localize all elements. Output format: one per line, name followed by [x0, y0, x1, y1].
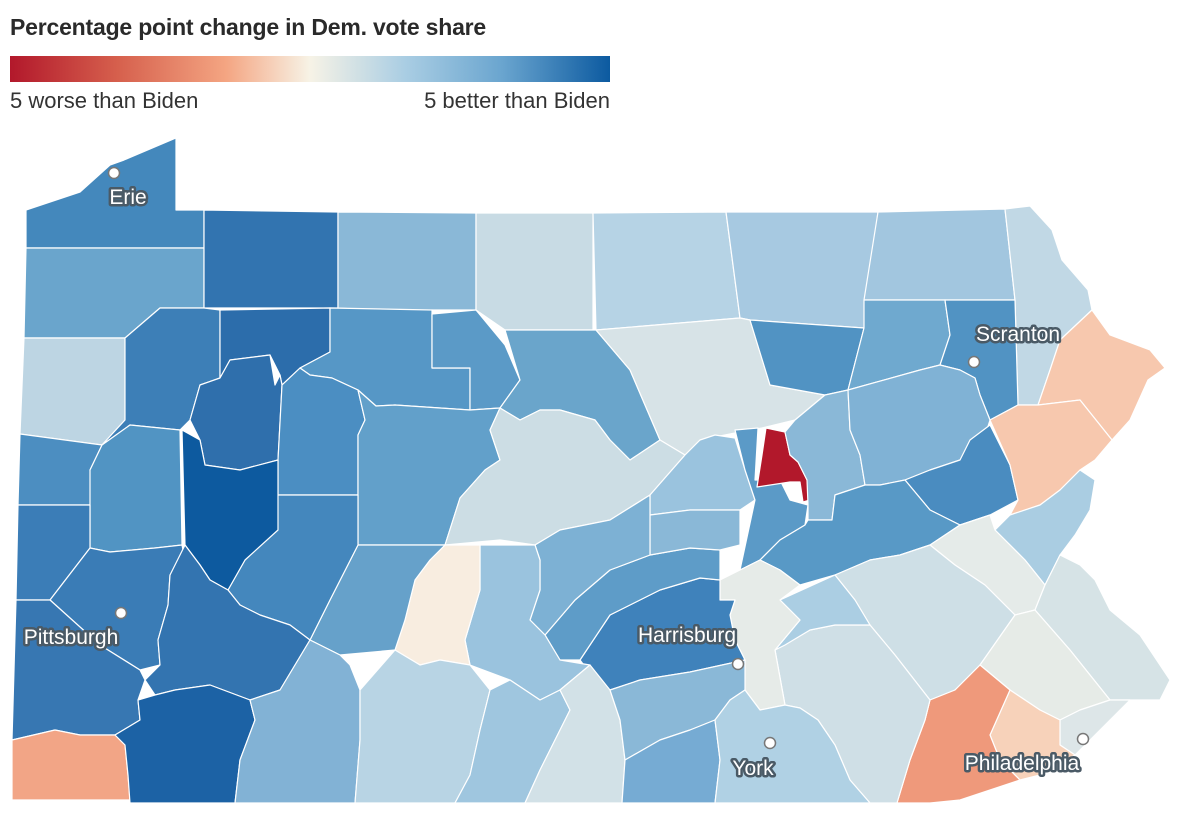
city-marker-icon	[1076, 732, 1090, 746]
city-marker-icon	[731, 657, 745, 671]
county-snyder[interactable]	[649, 509, 741, 556]
city-label: Harrisburg	[638, 624, 736, 647]
city-layer: Erie Scranton Pittsburgh Harrisburg York Phil…	[21, 166, 1090, 783]
county-susquehanna[interactable]	[863, 208, 1016, 301]
city-marker-icon	[967, 355, 981, 369]
county-york[interactable]	[714, 689, 871, 804]
county-pike[interactable]	[1037, 309, 1166, 441]
city-label: Pittsburgh	[24, 626, 119, 649]
chart-title: Percentage point change in Dem. vote sha…	[10, 14, 487, 40]
city-label: York	[732, 757, 774, 780]
county-schuylkill[interactable]	[759, 479, 961, 586]
county-butler[interactable]	[89, 424, 183, 553]
county-tioga[interactable]	[592, 211, 741, 331]
county-jefferson[interactable]	[277, 367, 366, 496]
city-marker-icon	[114, 606, 128, 620]
city-label: Philadelphia	[965, 752, 1080, 775]
county-layer	[11, 137, 1171, 804]
county-warren[interactable]	[203, 209, 339, 309]
county-greene[interactable]	[11, 729, 131, 801]
city-marker-icon	[107, 166, 121, 180]
city-label: Erie	[109, 186, 146, 209]
city-marker-icon	[763, 736, 777, 750]
legend-max-label: 5 better than Biden	[424, 88, 610, 113]
county-mercer[interactable]	[19, 337, 126, 446]
legend-min-label: 5 worse than Biden	[10, 88, 199, 113]
county-mckean[interactable]	[337, 211, 477, 315]
county-bradford[interactable]	[725, 211, 879, 329]
city-label: Scranton	[976, 323, 1060, 346]
color-scale-legend	[10, 56, 610, 82]
county-potter[interactable]	[475, 212, 594, 331]
